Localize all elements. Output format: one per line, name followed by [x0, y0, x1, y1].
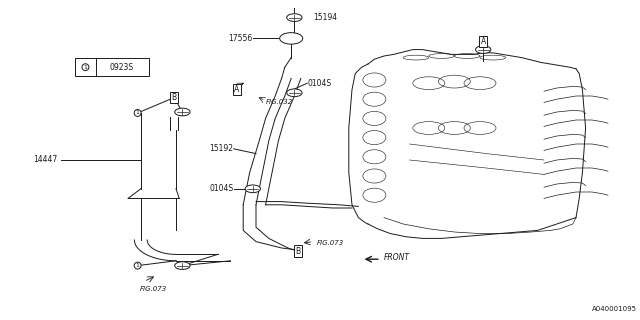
Text: A: A — [234, 85, 239, 94]
Circle shape — [245, 185, 260, 193]
Text: 0104S: 0104S — [307, 79, 332, 88]
Text: 15194: 15194 — [314, 13, 338, 22]
Text: FRONT: FRONT — [384, 253, 410, 262]
Text: FIG.073: FIG.073 — [140, 286, 167, 292]
Text: 0104S: 0104S — [209, 184, 234, 193]
Text: A: A — [481, 37, 486, 46]
Text: 14447: 14447 — [33, 156, 58, 164]
Circle shape — [287, 89, 302, 97]
Circle shape — [287, 14, 302, 21]
Circle shape — [175, 262, 190, 269]
Text: A040001095: A040001095 — [592, 306, 637, 312]
Text: 0923S: 0923S — [109, 63, 133, 72]
Text: FIG.073: FIG.073 — [317, 240, 344, 246]
Text: 1: 1 — [83, 65, 88, 70]
Circle shape — [476, 46, 491, 53]
Circle shape — [280, 33, 303, 44]
Text: B: B — [172, 93, 177, 102]
Text: 1: 1 — [136, 110, 140, 116]
Text: 17556: 17556 — [228, 34, 253, 43]
Circle shape — [175, 108, 190, 116]
Text: B: B — [295, 247, 300, 256]
Text: 1: 1 — [136, 263, 140, 268]
FancyBboxPatch shape — [76, 58, 148, 76]
Text: 15192: 15192 — [210, 144, 234, 153]
Text: FIG.032: FIG.032 — [266, 100, 293, 105]
